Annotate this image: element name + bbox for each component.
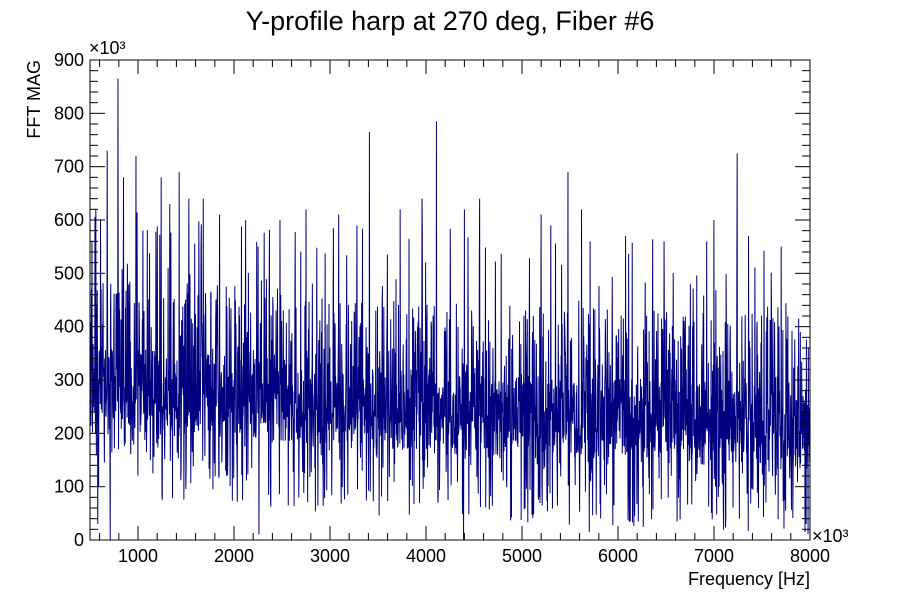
x-multiplier-label: ×10³ — [812, 526, 849, 546]
x-axis: 1000 2000 3000 4000 5000 6000 7000 8000 — [99, 60, 830, 566]
y-tick-label: 300 — [54, 370, 84, 390]
y-tick-label: 400 — [54, 317, 84, 337]
x-axis-label: Frequency [Hz] — [688, 569, 810, 589]
x-tick-label: 4000 — [406, 546, 446, 566]
plot-area — [89, 59, 811, 541]
x-tick-label: 8000 — [790, 546, 830, 566]
y-tick-label: 200 — [54, 423, 84, 443]
x-tick-label: 3000 — [310, 546, 350, 566]
y-tick-label: 700 — [54, 157, 84, 177]
x-tick-label: 5000 — [502, 546, 542, 566]
y-tick-label: 500 — [54, 263, 84, 283]
plot-frame — [89, 59, 811, 541]
y-tick-label: 900 — [54, 50, 84, 70]
y-tick-label: 600 — [54, 210, 84, 230]
y-axis-label: FFT MAG — [24, 60, 44, 139]
x-tick-label: 7000 — [694, 546, 734, 566]
x-tick-label: 1000 — [118, 546, 158, 566]
y-tick-label: 0 — [74, 530, 84, 550]
x-tick-label: 6000 — [598, 546, 638, 566]
y-tick-label: 100 — [54, 477, 84, 497]
chart-title: Y-profile harp at 270 deg, Fiber #6 — [246, 6, 655, 36]
x-tick-label: 2000 — [214, 546, 254, 566]
y-tick-label: 800 — [54, 103, 84, 123]
y-multiplier-label: ×10³ — [89, 38, 126, 58]
y-axis: 0 100 200 300 400 500 600 700 800 900 — [54, 50, 810, 550]
data-series-line — [89, 78, 811, 541]
